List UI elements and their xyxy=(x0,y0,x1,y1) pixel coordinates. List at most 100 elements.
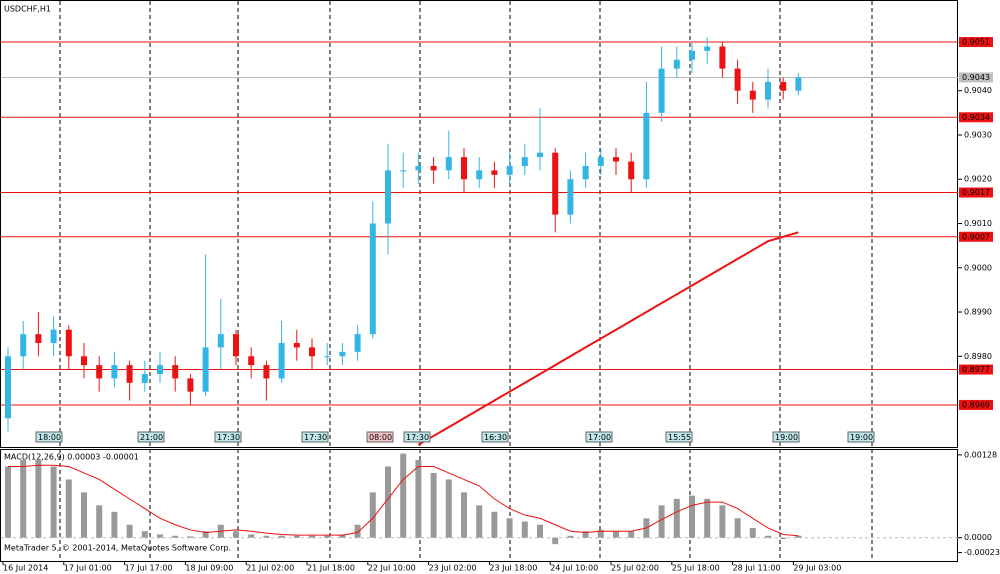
histogram-bar xyxy=(704,498,711,538)
candle-body xyxy=(217,334,224,348)
candle-body xyxy=(81,356,87,366)
histogram-bar xyxy=(293,535,300,538)
candle-body xyxy=(552,152,559,215)
histogram-bar xyxy=(81,492,87,538)
event-label: 18:00 xyxy=(38,433,61,442)
x-tick-label: 25 Jul 18:00 xyxy=(672,564,720,573)
candle-body xyxy=(233,334,239,357)
level-label: 0.9034 xyxy=(962,113,990,122)
chart-title: USDCHF,H1 xyxy=(4,5,51,14)
x-tick-label: 23 Jul 18:00 xyxy=(489,564,537,573)
level-box xyxy=(959,231,993,242)
x-tick-label: 25 Jul 02:00 xyxy=(611,564,659,573)
level-box xyxy=(959,37,993,48)
histogram-bar xyxy=(506,518,513,538)
candle-body xyxy=(309,347,315,357)
histogram-bar xyxy=(369,492,376,538)
candle-body xyxy=(263,365,270,379)
candle-body xyxy=(96,365,103,379)
event-label: 08:00 xyxy=(369,433,392,442)
event-label: 17:30 xyxy=(304,433,327,442)
current-price-box xyxy=(959,72,993,83)
candle-body xyxy=(506,165,513,175)
candle-body xyxy=(628,161,635,180)
histogram-bar xyxy=(491,511,498,538)
y-tick-label: 0.0000 xyxy=(964,533,992,542)
histogram-bar xyxy=(96,505,103,538)
event-label: 19:00 xyxy=(850,433,873,442)
moving-average xyxy=(417,231,799,446)
candle-body xyxy=(324,356,331,358)
candle-body xyxy=(126,365,133,383)
candle-body xyxy=(354,334,361,352)
histogram-bar xyxy=(248,534,255,538)
level-box xyxy=(959,187,993,198)
histogram-bar xyxy=(689,495,695,538)
y-tick-label: -0.00023 xyxy=(964,548,1000,557)
histogram-bar xyxy=(385,466,391,538)
candle-body xyxy=(658,68,665,113)
candle-body xyxy=(141,373,148,383)
x-tick-label: 24 Jul 10:00 xyxy=(550,564,598,573)
candle-body xyxy=(582,165,589,180)
level-label: 0.9007 xyxy=(962,232,990,241)
x-tick-label: 17 Jul 01:00 xyxy=(64,564,112,573)
histogram-bar xyxy=(476,505,483,538)
event-marker xyxy=(665,431,693,443)
histogram-bar xyxy=(597,529,604,538)
histogram-bar xyxy=(339,534,346,538)
histogram-bar xyxy=(415,460,422,538)
candle-body xyxy=(5,356,11,419)
candle-body xyxy=(293,342,300,348)
candle-body xyxy=(157,365,163,374)
histogram-bar xyxy=(795,535,802,538)
x-tick-label: 23 Jul 02:00 xyxy=(429,564,477,573)
candle-body xyxy=(597,157,604,166)
level-label: 0.9051 xyxy=(962,38,990,47)
candle-body xyxy=(521,157,528,166)
candle-body xyxy=(111,365,118,379)
x-tick-label: 21 Jul 18:00 xyxy=(307,564,355,573)
histogram-bar xyxy=(461,492,467,538)
x-tick-label: 21 Jul 02:00 xyxy=(246,564,294,573)
histogram-bar xyxy=(324,535,331,538)
candle-body xyxy=(400,170,407,172)
candle-body xyxy=(172,365,179,379)
candle-body xyxy=(734,68,741,91)
candle-body xyxy=(689,50,695,60)
event-marker xyxy=(214,431,242,443)
event-marker xyxy=(366,431,394,443)
x-tick-label: 22 Jul 10:00 xyxy=(368,564,416,573)
histogram-bar xyxy=(50,466,57,538)
candle-body xyxy=(415,165,422,171)
candle-body xyxy=(385,170,391,224)
histogram-bar xyxy=(126,524,133,538)
candle-body xyxy=(461,157,467,180)
x-tick-label: 17 Jul 17:00 xyxy=(125,564,173,573)
event-marker xyxy=(35,431,63,443)
histogram-bar xyxy=(537,524,543,538)
histogram-bar xyxy=(35,460,42,538)
histogram-bar xyxy=(673,498,680,538)
histogram-bar xyxy=(278,535,285,538)
level-label: 0.8969 xyxy=(962,400,990,409)
candle-body xyxy=(476,170,483,180)
histogram-bar xyxy=(202,531,209,538)
y-tick-label: 0.8990 xyxy=(964,308,992,317)
candle-body xyxy=(719,46,726,69)
macd-title: MACD(12,26,9) 0.00003 -0.00001 xyxy=(4,453,139,462)
level-box xyxy=(959,364,993,375)
candle-body xyxy=(65,329,72,357)
y-tick-label: 0.9010 xyxy=(964,219,992,228)
y-tick-label: 0.9020 xyxy=(964,175,992,184)
current-price-label: 0.9043 xyxy=(962,73,990,82)
candle-body xyxy=(445,157,452,171)
histogram-bar xyxy=(780,537,787,539)
histogram-bar xyxy=(5,466,11,538)
event-label: 16:30 xyxy=(484,433,507,442)
histogram-bar xyxy=(172,535,179,538)
y-tick-label: 0.00128 xyxy=(964,450,997,459)
event-label: 15:55 xyxy=(668,433,691,442)
